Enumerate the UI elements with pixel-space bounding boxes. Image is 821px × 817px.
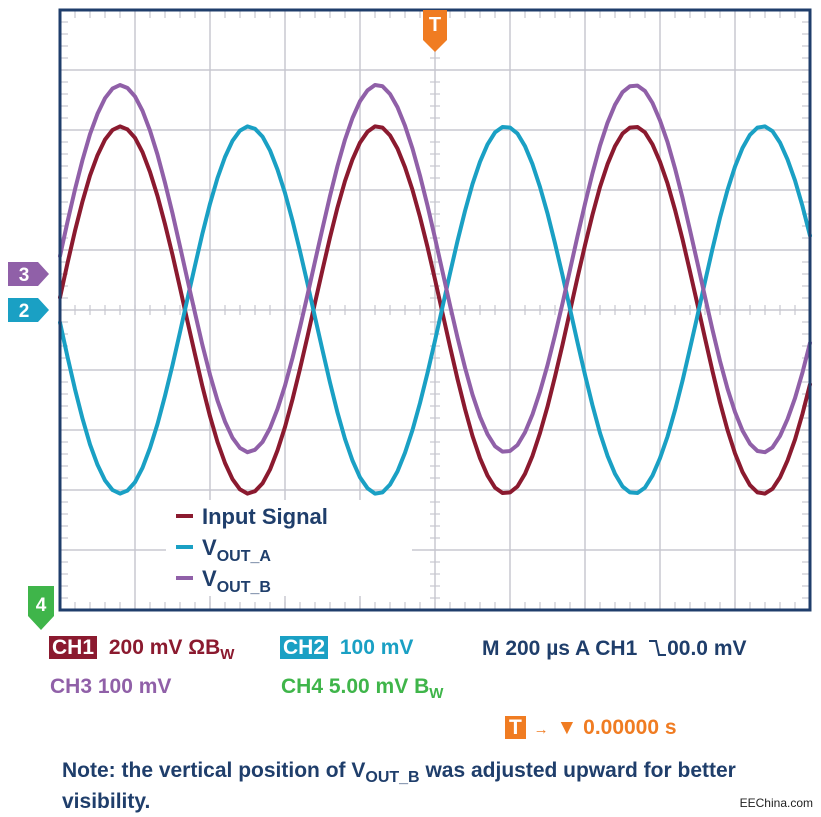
ch2-label: CH2 — [280, 636, 329, 659]
ch1-bw-sub: W — [220, 646, 235, 663]
ch1-label: CH1 — [49, 636, 98, 659]
timebase-text: M 200 µs A CH1 — [482, 637, 638, 660]
trigger-position-label: T — [505, 716, 526, 739]
legend-label: VOUT_B — [202, 566, 271, 596]
legend-background — [166, 500, 412, 596]
ch4-ground-marker: 4 — [28, 586, 54, 630]
source-credit: EEChina.com — [739, 796, 813, 810]
trigger-arrow: → — [533, 721, 549, 738]
ch2-scale: 100 mV — [339, 636, 414, 659]
legend-label: VOUT_A — [202, 535, 271, 565]
ch1-scale: 200 mV ΩBW — [108, 636, 235, 663]
ch3-readout: CH3 100 mV — [50, 675, 172, 698]
trace-vout-a — [58, 124, 812, 496]
timebase-readout: M 200 µs A CH1 00.0 mV — [482, 637, 747, 661]
ch2-readout: CH2 100 mV — [280, 636, 413, 660]
ch3-ground-marker: 3 — [8, 262, 49, 286]
channel-markers: T 3 2 4 — [8, 10, 447, 630]
ch1-readout: CH1 200 mV ΩBW — [49, 636, 234, 663]
svg-text:4: 4 — [36, 595, 47, 616]
ch2-ground-marker: 2 — [8, 298, 49, 322]
trace-vout-b — [58, 83, 812, 455]
ch4-bw-sub: W — [429, 685, 444, 702]
svg-text:2: 2 — [19, 301, 30, 322]
trigger-marker-label: T — [429, 14, 441, 36]
legend-label: Input Signal — [202, 504, 328, 529]
trigger-level: 00.0 mV — [667, 637, 747, 660]
svg-text:3: 3 — [19, 265, 30, 286]
trigger-position-value: ▼ 0.00000 s — [556, 716, 677, 739]
trigger-position-readout: T → ▼ 0.00000 s — [505, 716, 677, 740]
trigger-marker: T — [423, 10, 447, 52]
ch4-readout: CH4 5.00 mV BW — [281, 675, 444, 702]
traces — [58, 83, 812, 496]
footnote-sub: OUT_B — [365, 769, 420, 786]
footnote: Note: the vertical position of VOUT_B wa… — [62, 759, 736, 813]
falling-edge-icon — [649, 640, 667, 656]
